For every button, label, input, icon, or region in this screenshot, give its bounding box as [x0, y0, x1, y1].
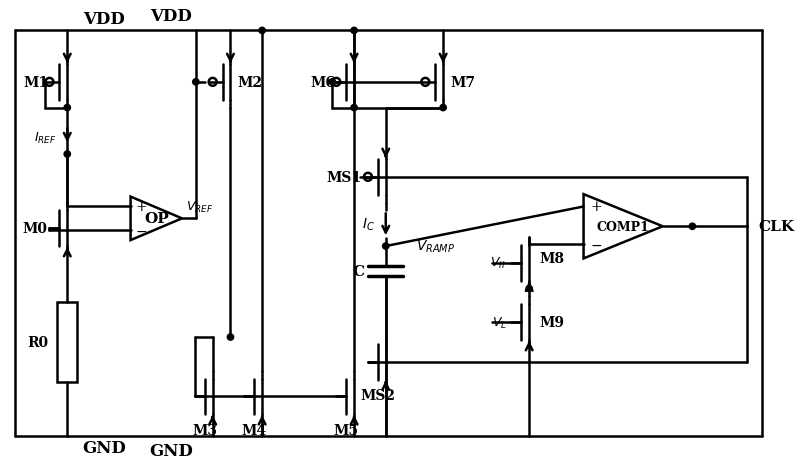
- Circle shape: [227, 334, 234, 340]
- Text: GND: GND: [82, 439, 126, 457]
- Text: M2: M2: [238, 75, 262, 90]
- Text: M4: M4: [242, 423, 266, 437]
- Bar: [58, 303, 77, 382]
- Circle shape: [351, 28, 358, 35]
- Text: M7: M7: [450, 75, 475, 90]
- Text: MS1: MS1: [326, 170, 362, 184]
- Text: M1: M1: [23, 75, 48, 90]
- Circle shape: [440, 105, 446, 112]
- Text: $V_{II}$: $V_{II}$: [490, 256, 506, 271]
- Text: $I_C$: $I_C$: [362, 217, 374, 233]
- Text: M6: M6: [310, 75, 335, 90]
- Text: R0: R0: [27, 335, 48, 349]
- Text: +: +: [136, 200, 147, 214]
- Text: +: +: [590, 200, 602, 214]
- Text: M5: M5: [334, 423, 358, 437]
- Circle shape: [64, 151, 70, 158]
- Text: M8: M8: [539, 251, 565, 265]
- Text: VDD: VDD: [83, 11, 125, 28]
- Text: $V_{RAMP}$: $V_{RAMP}$: [416, 238, 454, 255]
- Text: M0: M0: [22, 222, 47, 236]
- Text: M3: M3: [192, 423, 218, 437]
- Circle shape: [526, 286, 532, 292]
- Text: $V_L$: $V_L$: [492, 315, 507, 330]
- Text: $V_{REF}$: $V_{REF}$: [186, 200, 214, 214]
- Circle shape: [64, 105, 70, 112]
- Text: MS2: MS2: [360, 388, 395, 402]
- Circle shape: [193, 80, 199, 86]
- Circle shape: [382, 244, 389, 250]
- Text: $I_{REF}$: $I_{REF}$: [34, 131, 57, 145]
- Text: OP: OP: [144, 212, 169, 226]
- Text: C: C: [352, 264, 364, 278]
- Circle shape: [329, 80, 335, 86]
- Text: COMP1: COMP1: [597, 220, 650, 233]
- Text: GND: GND: [149, 442, 193, 459]
- Text: $-$: $-$: [590, 238, 602, 251]
- Text: CLK: CLK: [758, 220, 794, 234]
- Circle shape: [259, 28, 266, 35]
- Text: VDD: VDD: [150, 8, 192, 25]
- Circle shape: [351, 105, 358, 112]
- Text: M9: M9: [539, 315, 565, 330]
- Circle shape: [690, 224, 695, 230]
- Text: $-$: $-$: [135, 224, 147, 238]
